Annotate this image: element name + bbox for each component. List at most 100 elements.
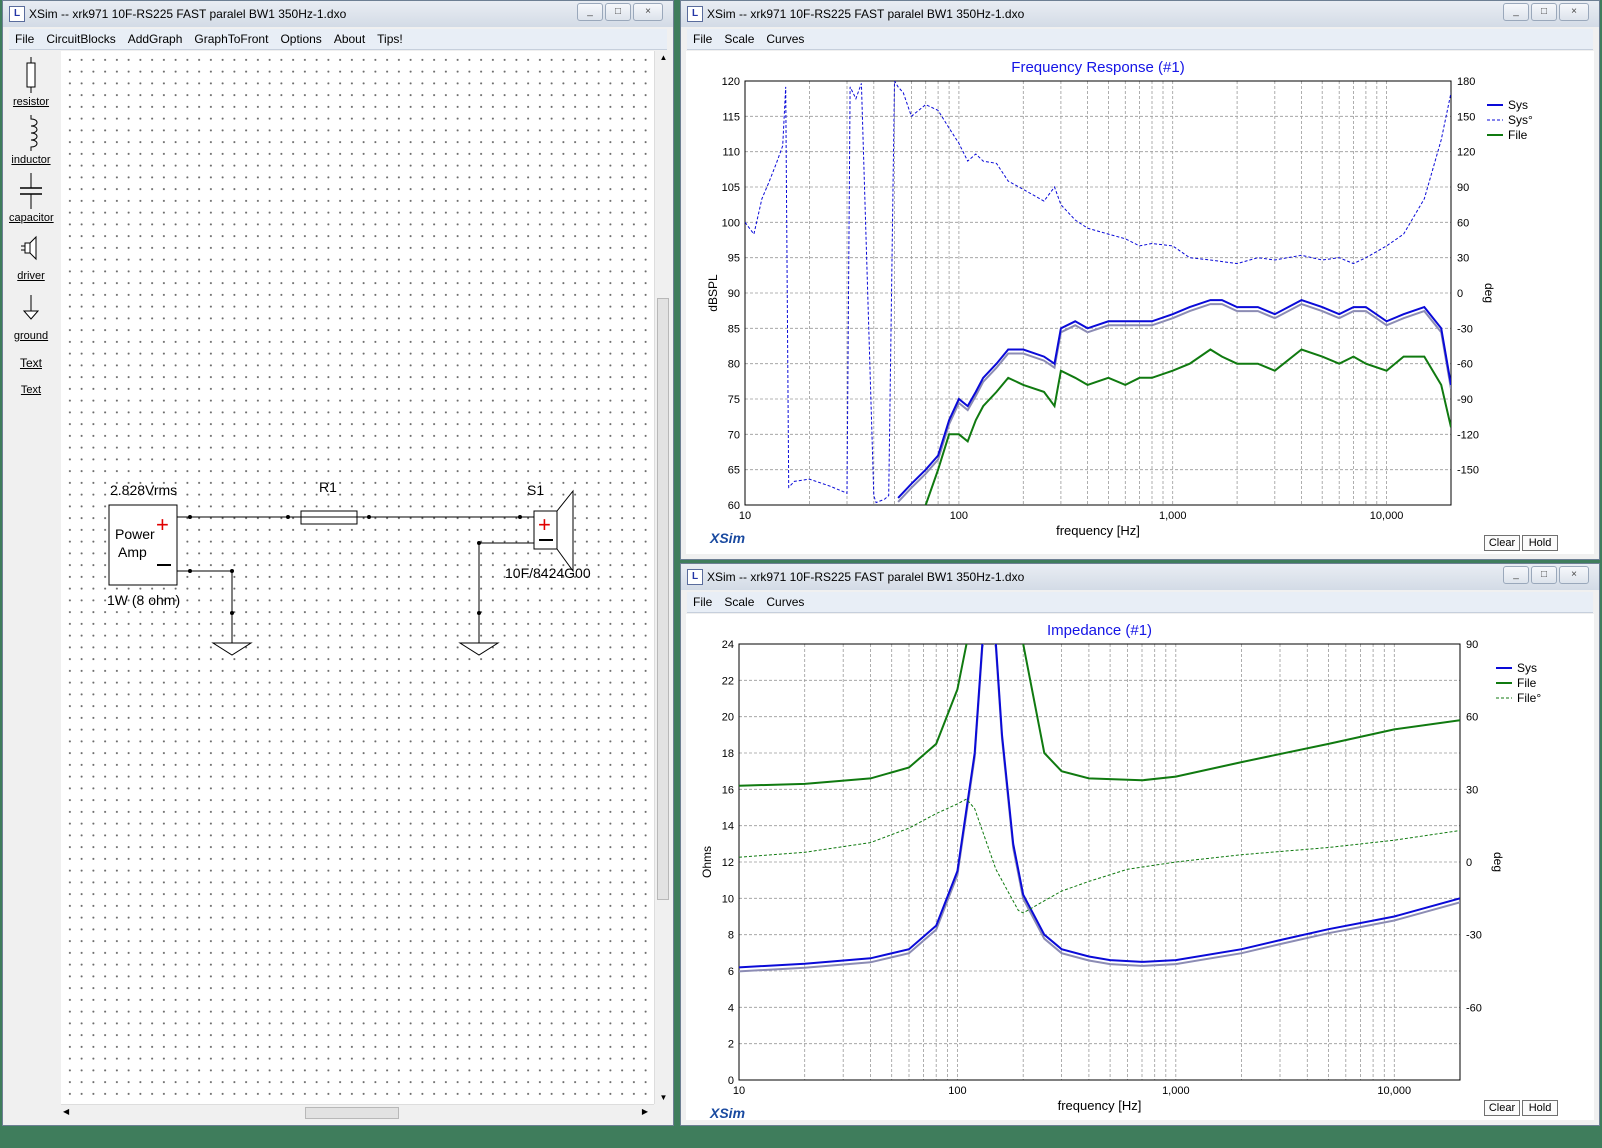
clear-button[interactable]: Clear bbox=[1484, 535, 1520, 551]
maximize-button[interactable]: □ bbox=[1531, 3, 1557, 21]
y-tick-label: 18 bbox=[722, 748, 734, 760]
menu-addgraph[interactable]: AddGraph bbox=[127, 32, 183, 46]
xsim-app-icon: L bbox=[9, 6, 25, 22]
menu-scale[interactable]: Scale bbox=[724, 32, 755, 46]
tool-driver[interactable]: driver bbox=[9, 231, 53, 282]
y-tick-label: 14 bbox=[722, 821, 734, 833]
plot-frame bbox=[744, 80, 1452, 506]
source-voltage-label: 2.828Vrms bbox=[110, 482, 177, 498]
tool-resistor[interactable]: resistor bbox=[9, 57, 53, 108]
scroll-up-arrow-icon[interactable]: ▲ bbox=[659, 53, 668, 62]
y2-tick-label: 120 bbox=[1457, 147, 1475, 159]
fr-graph-area: 60 65 70 75 80 85 90 95 100 105 110 115 120 -150 -120-… bbox=[686, 51, 1594, 554]
y2-tick-label: 0 bbox=[1466, 857, 1472, 869]
y-tick-label: 100 bbox=[722, 217, 740, 229]
maximize-button[interactable]: □ bbox=[1531, 566, 1557, 584]
schematic-titlebar[interactable]: L XSim -- xrk971 10F-RS225 FAST paralel … bbox=[3, 1, 673, 27]
scroll-thumb-horizontal[interactable] bbox=[305, 1107, 399, 1119]
hold-button[interactable]: Hold bbox=[1522, 1100, 1558, 1116]
y2-tick-label: -120 bbox=[1457, 429, 1479, 441]
y2-tick-label: 180 bbox=[1457, 76, 1475, 88]
scroll-down-arrow-icon[interactable]: ▼ bbox=[659, 1093, 668, 1102]
close-button[interactable]: × bbox=[1559, 3, 1589, 21]
hold-button[interactable]: Hold bbox=[1522, 535, 1558, 551]
chart-title: Impedance (#1) bbox=[1047, 622, 1152, 639]
schematic-vertical-scrollbar[interactable]: ▲ ▼ bbox=[654, 51, 672, 1104]
y2-tick-label: 0 bbox=[1457, 288, 1463, 300]
minimize-button[interactable]: _ bbox=[1503, 566, 1529, 584]
maximize-button[interactable]: □ bbox=[605, 3, 631, 21]
minimize-button[interactable]: _ bbox=[1503, 3, 1529, 21]
driver-s1[interactable]: + S1 10F/8424G00 bbox=[505, 482, 591, 581]
y-axis-label: Ohms bbox=[700, 846, 714, 878]
impedance-titlebar[interactable]: L XSim -- xrk971 10F-RS225 FAST paralel … bbox=[681, 564, 1599, 590]
scroll-right-arrow-icon[interactable]: ▶ bbox=[641, 1107, 648, 1116]
menu-file[interactable]: File bbox=[693, 32, 713, 46]
chart-title: Frequency Response (#1) bbox=[1011, 59, 1184, 76]
schematic-horizontal-scrollbar[interactable]: ◀ ▶ bbox=[61, 1104, 654, 1122]
menu-about[interactable]: About bbox=[333, 32, 366, 46]
tool-capacitor[interactable]: capacitor bbox=[9, 173, 54, 224]
frequency-response-chart: 6065707580859095100105110115120-150-120-… bbox=[706, 59, 1533, 546]
resistor-r1[interactable]: R1 bbox=[300, 479, 358, 525]
x-tick-label: 10 bbox=[739, 510, 751, 522]
close-button[interactable]: × bbox=[633, 3, 663, 21]
x-axis-label: frequency [Hz] bbox=[1056, 523, 1140, 538]
close-button[interactable]: × bbox=[1559, 566, 1589, 584]
y2-tick-label: -30 bbox=[1466, 930, 1482, 942]
menu-scale[interactable]: Scale bbox=[724, 595, 755, 609]
ground-symbol-2[interactable] bbox=[458, 642, 500, 656]
tool-driver-label: driver bbox=[17, 270, 45, 282]
y-tick-label: 2 bbox=[728, 1039, 734, 1051]
clear-button[interactable]: Clear bbox=[1484, 1100, 1520, 1116]
power-amp-block[interactable]: Power Amp + bbox=[108, 504, 178, 586]
menu-options[interactable]: Options bbox=[280, 32, 322, 46]
menu-circuitblocks[interactable]: CircuitBlocks bbox=[46, 32, 116, 46]
tool-inductor[interactable]: inductor bbox=[9, 115, 53, 166]
y-tick-label: 22 bbox=[722, 675, 734, 687]
menu-curves[interactable]: Curves bbox=[766, 595, 805, 609]
capacitor-icon bbox=[20, 173, 42, 209]
menu-graphtofront[interactable]: GraphToFront bbox=[194, 32, 269, 46]
y2-axis-label: deg bbox=[1482, 283, 1496, 303]
menu-curves[interactable]: Curves bbox=[766, 32, 805, 46]
component-toolbox: resistor inductor capacitor driver groun… bbox=[9, 51, 54, 1119]
menu-tips[interactable]: Tips! bbox=[377, 32, 403, 46]
tool-ground[interactable]: ground bbox=[9, 291, 53, 342]
legend-label-file: File bbox=[1517, 676, 1537, 690]
y2-tick-label: 150 bbox=[1457, 111, 1475, 123]
tool-text[interactable]: Text Text bbox=[9, 355, 53, 396]
y-tick-label: 115 bbox=[722, 111, 740, 123]
driver-plus: + bbox=[538, 512, 551, 537]
impedance-title: XSim -- xrk971 10F-RS225 FAST paralel BW… bbox=[707, 570, 1025, 584]
series-shadow-sys bbox=[739, 644, 1460, 973]
scroll-thumb-vertical[interactable] bbox=[657, 298, 669, 900]
ground-symbol-1[interactable] bbox=[211, 642, 253, 656]
legend-label-file: File bbox=[1508, 128, 1528, 142]
y2-tick-label: 60 bbox=[1466, 712, 1478, 724]
series-layer bbox=[739, 644, 1460, 973]
y2-tick-label: 90 bbox=[1457, 182, 1469, 194]
scroll-left-arrow-icon[interactable]: ◀ bbox=[63, 1107, 70, 1116]
menu-file[interactable]: File bbox=[693, 595, 713, 609]
y2-axis-label: deg bbox=[1491, 852, 1505, 872]
y-tick-label: 4 bbox=[728, 1002, 734, 1014]
y-tick-label: 105 bbox=[722, 182, 740, 194]
y2-tick-label: -60 bbox=[1466, 1002, 1482, 1014]
driver-s1-label: S1 bbox=[527, 482, 544, 498]
y-tick-label: 70 bbox=[728, 429, 740, 441]
menu-file[interactable]: File bbox=[15, 32, 35, 46]
schematic-canvas[interactable]: Power Amp + 2.828Vrms 1W (8 ohm) bbox=[61, 51, 654, 1104]
xsim-app-icon: L bbox=[687, 569, 703, 585]
x-tick-label: 10,000 bbox=[1370, 510, 1404, 522]
impedance-graph-area: 0 2 4 6 8 10 12 14 16 18 20 22 24 -60 -30 0 30 60 90 10 100 1… bbox=[686, 614, 1594, 1121]
power-amp-plus: + bbox=[156, 512, 169, 537]
y-tick-label: 90 bbox=[728, 288, 740, 300]
y-tick-label: 85 bbox=[728, 323, 740, 335]
minimize-button[interactable]: _ bbox=[577, 3, 603, 21]
xsim-app-icon: L bbox=[687, 6, 703, 22]
series-line-sys-phase bbox=[745, 81, 1451, 504]
fr-titlebar[interactable]: L XSim -- xrk971 10F-RS225 FAST paralel … bbox=[681, 1, 1599, 27]
series-line-sys bbox=[897, 299, 1451, 499]
